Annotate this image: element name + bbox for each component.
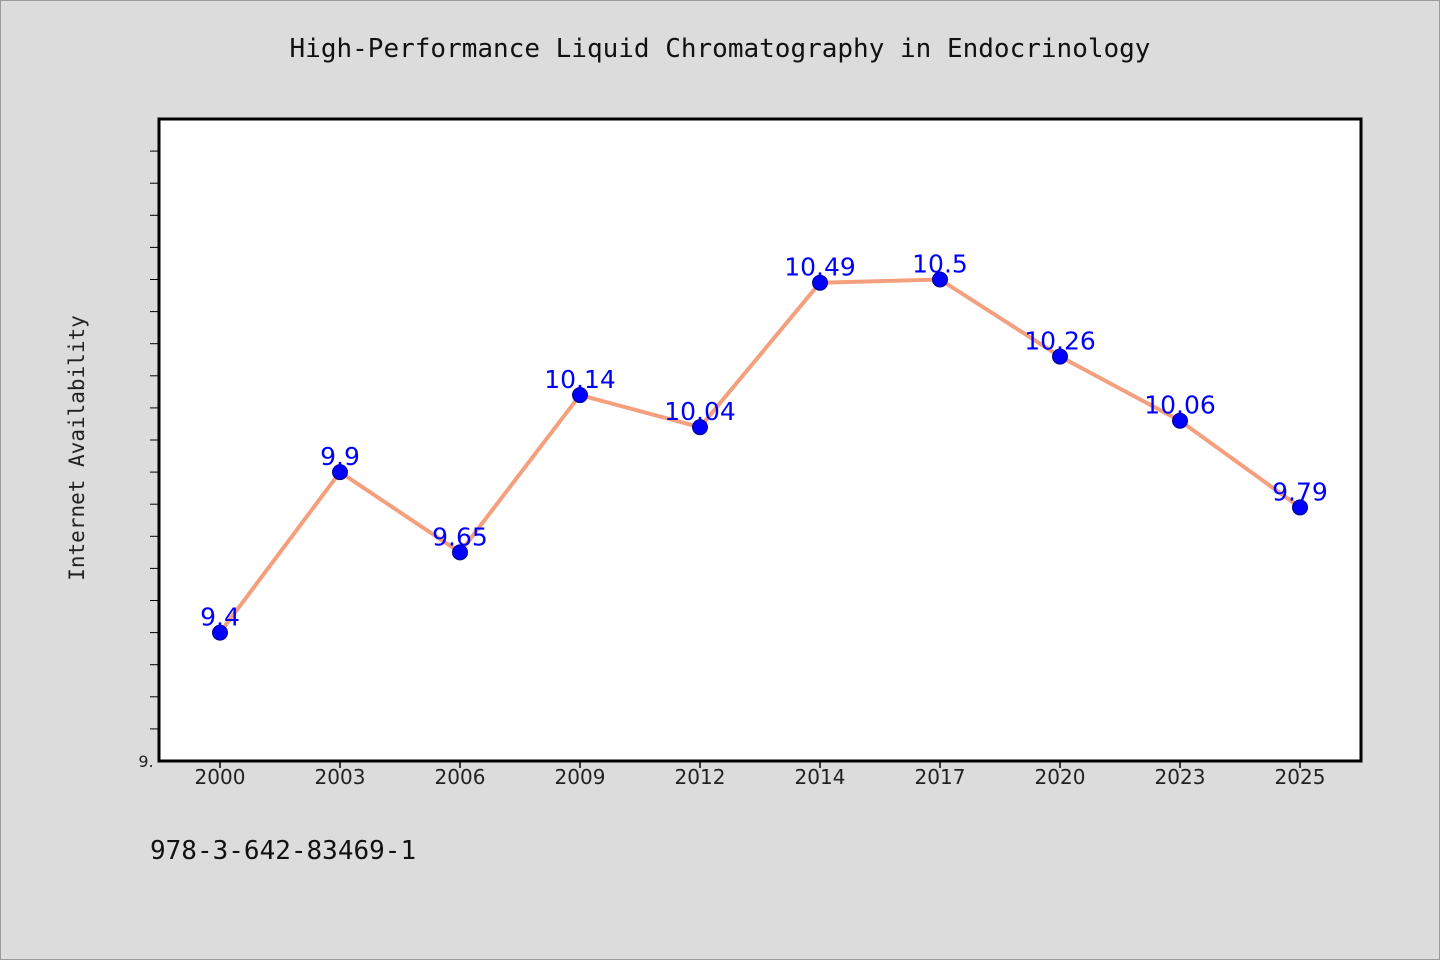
plot-area <box>157 117 1363 763</box>
data-label: 10.14 <box>544 365 616 394</box>
data-point <box>1292 499 1308 516</box>
data-point <box>332 464 348 481</box>
data-point <box>932 271 948 288</box>
data-point <box>1172 412 1188 429</box>
data-label: 9.9 <box>320 442 360 471</box>
data-labels: 9.4 9.9 9.65 10.14 10.04 10.49 10.5 10.26 10.06 9… <box>200 250 1328 632</box>
x-tick-label: 2006 <box>435 765 486 789</box>
x-tick-label: 2009 <box>555 765 606 789</box>
data-points <box>212 271 1308 641</box>
data-label: 10.04 <box>664 397 736 426</box>
data-point <box>812 274 828 291</box>
x-tick-label: 2020 <box>1035 765 1086 789</box>
y-axis-label: Internet Availability <box>65 315 89 581</box>
y-minor-ticks <box>150 150 159 730</box>
data-label: 9.65 <box>432 522 488 551</box>
x-tick-label: 2014 <box>795 765 846 789</box>
data-point <box>572 387 588 404</box>
data-label: 9.4 <box>200 603 240 632</box>
x-tick-label: 2023 <box>1155 765 1206 789</box>
data-label: 10.5 <box>912 250 968 279</box>
data-point <box>692 419 708 436</box>
data-label: 9.79 <box>1272 477 1328 506</box>
x-tick-label: 2025 <box>1275 765 1326 789</box>
data-label: 10.49 <box>784 253 856 282</box>
y-tick-label: 9. <box>138 752 153 771</box>
data-label: 10.06 <box>1144 391 1216 420</box>
x-tick-label: 2003 <box>315 765 366 789</box>
footer-code: 978-3-642-83469-1 <box>150 836 417 866</box>
data-label: 10.26 <box>1024 327 1096 356</box>
data-point <box>1052 348 1068 365</box>
data-point <box>212 624 228 641</box>
series-line <box>218 277 1302 634</box>
x-tick-label: 2000 <box>195 765 246 789</box>
x-axis-ticks: 2000 2003 2006 2009 2012 2014 2017 2020 2023 2025 <box>195 761 1326 789</box>
x-tick-label: 2017 <box>915 765 966 789</box>
chart-title: High-Performance Liquid Chromatography i… <box>289 34 1151 64</box>
data-point <box>452 544 468 561</box>
x-tick-label: 2012 <box>675 765 726 789</box>
